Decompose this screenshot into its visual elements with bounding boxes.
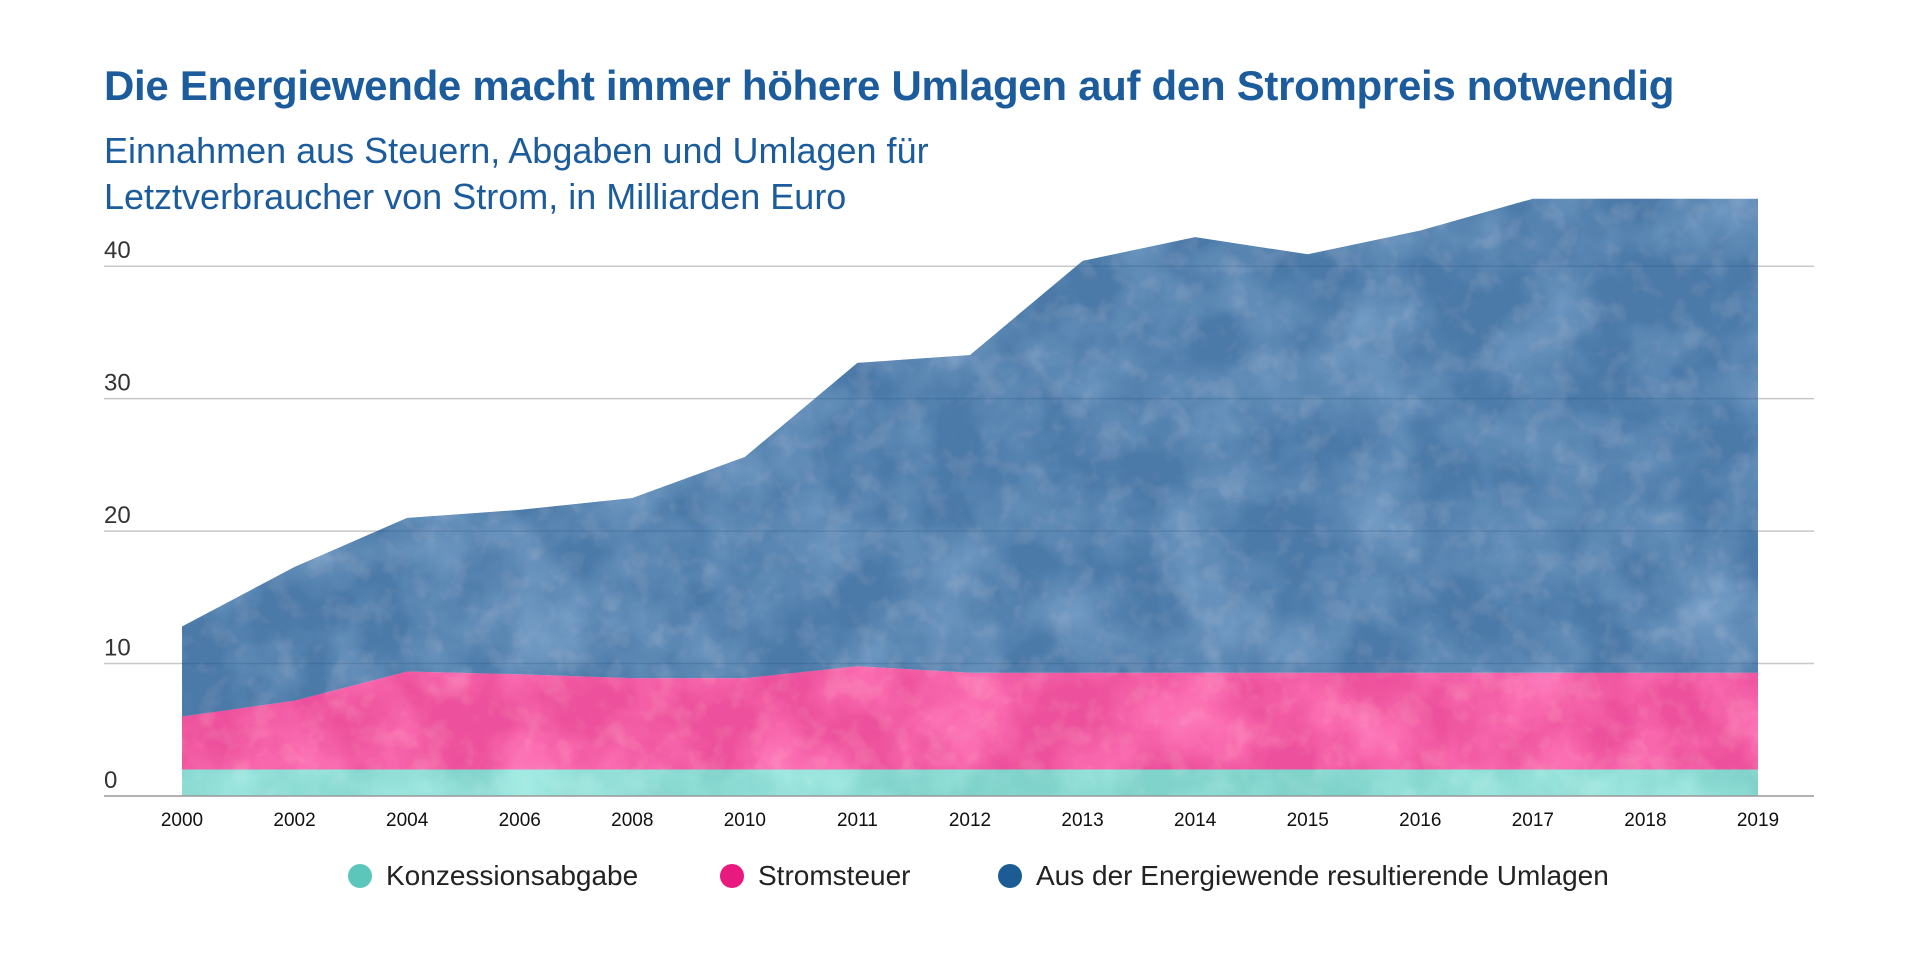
chart-subtitle: Einnahmen aus Steuern, Abgaben und Umlag… <box>104 128 1004 220</box>
legend: Konzessionsabgabe Stromsteuer Aus der En… <box>0 856 1920 896</box>
data-areas <box>182 198 1758 796</box>
subtitle-line-1: Einnahmen aus Steuern, Abgaben und Umlag… <box>104 130 929 171</box>
x-tick-label-2014: 2014 <box>1174 810 1217 831</box>
x-tick-label-2010: 2010 <box>724 810 766 831</box>
x-tick-label-2006: 2006 <box>499 810 541 831</box>
x-tick-label-2012: 2012 <box>949 810 991 831</box>
area-texture-umlagen <box>182 198 1758 717</box>
y-tick-label-40: 40 <box>104 237 131 264</box>
x-tick-label-2018: 2018 <box>1624 810 1666 831</box>
legend-label-stromsteuer: Stromsteuer <box>758 860 911 891</box>
legend-item-umlagen: Aus der Energiewende resultierende Umlag… <box>998 856 1609 896</box>
legend-swatch-stromsteuer <box>720 864 744 888</box>
legend-item-konzessionsabgabe: Konzessionsabgabe <box>348 856 638 896</box>
x-tick-label-2017: 2017 <box>1512 810 1554 831</box>
axes: 2000 2002 2004 2006 2008 2010 2011 2012 2013 2014… <box>104 795 1814 831</box>
subtitle-line-2: Letztverbraucher von Strom, in Milliarde… <box>104 176 847 217</box>
x-tick-label-2004: 2004 <box>386 810 429 831</box>
x-tick-label-2008: 2008 <box>611 810 653 831</box>
x-tick-label-2011: 2011 <box>837 810 878 831</box>
x-tick-label-2015: 2015 <box>1287 810 1329 831</box>
y-tick-label-20: 20 <box>104 502 131 529</box>
y-tick-label-0: 0 <box>104 767 117 794</box>
x-tick-label-2000: 2000 <box>161 810 203 831</box>
y-tick-label-10: 10 <box>104 635 131 662</box>
area-group-stromsteuer <box>182 666 1758 770</box>
x-tick-label-2013: 2013 <box>1061 810 1103 831</box>
legend-swatch-umlagen <box>998 864 1022 888</box>
area-group-umlagen <box>182 198 1758 717</box>
legend-label-umlagen: Aus der Energiewende resultierende Umlag… <box>1036 860 1609 891</box>
legend-item-stromsteuer: Stromsteuer <box>720 856 911 896</box>
area-texture-konzessionsabgabe <box>182 769 1758 796</box>
legend-swatch-konzessionsabgabe <box>348 864 372 888</box>
area-texture-stromsteuer <box>182 666 1758 770</box>
area-group-konzessionsabgabe <box>182 769 1758 796</box>
chart-title: Die Energiewende macht immer höhere Umla… <box>104 62 1675 109</box>
legend-label-konzessionsabgabe: Konzessionsabgabe <box>386 860 639 891</box>
x-tick-label-2019: 2019 <box>1737 810 1779 831</box>
y-tick-label-30: 30 <box>104 370 131 397</box>
x-tick-label-2002: 2002 <box>273 810 315 831</box>
x-tick-label-2016: 2016 <box>1399 810 1441 831</box>
